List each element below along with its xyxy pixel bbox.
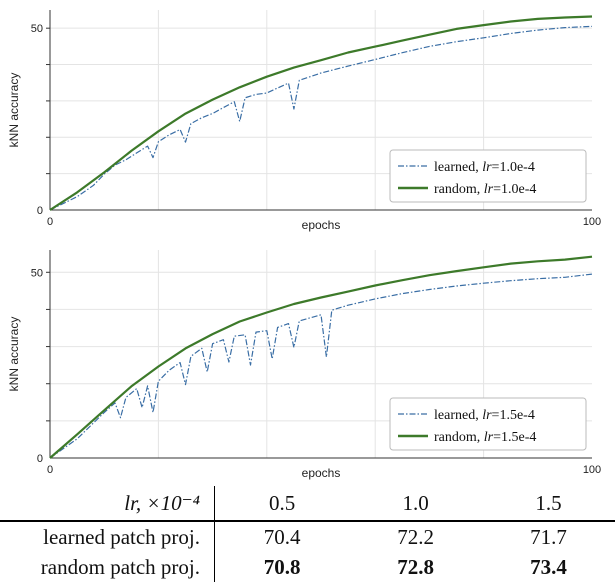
legend-label-prefix: learned, [434,408,482,423]
table-cell: 72.8 [397,554,435,579]
y-tick-label: 50 [31,23,43,35]
table-cell: 73.4 [530,554,567,579]
legend-label: random, lr=1.5e-4 [434,430,536,445]
legend-label-value: =1.0e-4 [492,160,535,175]
table-col-header: 1.5 [482,486,615,522]
y-axis-label: kNN accuracy [7,73,21,148]
table-cell: 72.2 [397,524,435,549]
table-row: learned patch proj. 70.4 72.2 71.7 [0,521,615,552]
legend-label-var: lr [484,182,494,197]
legend-box [389,397,587,451]
legend-label-value: =1.0e-4 [493,182,536,197]
legend-label: learned, lr=1.5e-4 [434,408,535,423]
table-col-header: 0.5 [214,486,350,522]
x-axis-label: epochs [302,218,341,232]
x-tick-label: 0 [47,464,53,476]
series-line-random [49,255,593,459]
results-table: lr, ×10⁻⁴ 0.5 1.0 1.5 learned patch proj… [0,486,615,582]
table-row: random patch proj. 70.8 72.8 73.4 [0,552,615,582]
series-line-random [49,15,593,211]
y-tick-label: 0 [37,453,43,465]
x-tick-label: 100 [583,216,601,228]
x-axis-label: epochs [302,466,341,480]
table-cell: 70.8 [263,554,301,579]
y-axis-label: kNN accuracy [7,317,21,392]
y-tick-label: 0 [37,205,43,217]
legend-label-prefix: random, [434,430,484,445]
x-tick-label: 100 [583,464,601,476]
x-tick-label: 0 [47,216,53,228]
legend-label: learned, lr=1.0e-4 [434,160,535,175]
legend-label: random, lr=1.0e-4 [434,182,536,197]
legend-label-value: =1.5e-4 [493,430,536,445]
table-header-row: lr, ×10⁻⁴ 0.5 1.0 1.5 [0,486,615,522]
legend-label-prefix: learned, [434,160,482,175]
series-line-learned [49,25,593,211]
legend-label-prefix: random, [434,182,484,197]
table-cell: 71.7 [530,524,567,549]
legend-label-value: =1.5e-4 [492,408,535,423]
table-header-label: lr, ×10⁻⁴ [0,486,215,522]
y-tick-label: 50 [31,267,43,279]
legend-label-var: lr [482,160,492,175]
table-row-label: learned patch proj. [0,521,215,552]
legend-label-var: lr [482,408,492,423]
table-row-label: random patch proj. [0,552,215,582]
legend-label-var: lr [484,430,494,445]
table-cell: 70.4 [263,524,301,549]
legend-box [389,149,587,203]
table-col-header: 1.0 [349,486,483,522]
